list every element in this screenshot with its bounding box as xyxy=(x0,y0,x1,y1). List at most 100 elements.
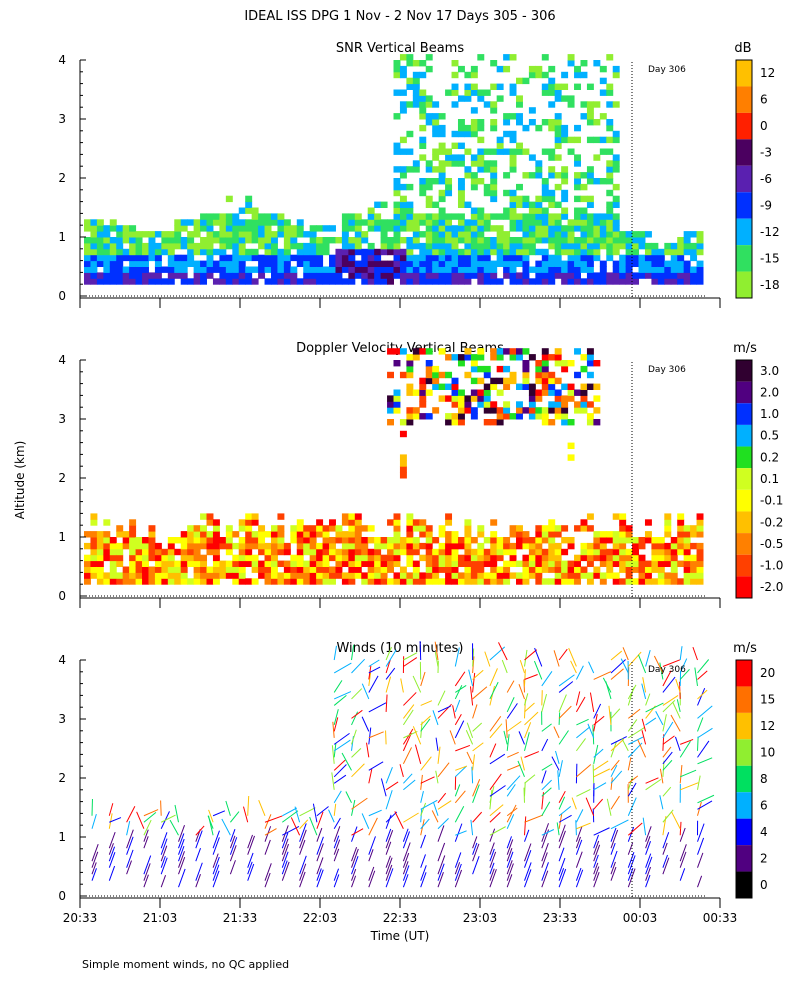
velocity-cell xyxy=(632,578,640,585)
snr-cell xyxy=(367,254,375,262)
snr-cell xyxy=(567,237,575,244)
velocity-cell xyxy=(445,572,453,579)
velocity-cell xyxy=(225,537,233,544)
velocity-cell xyxy=(393,572,401,579)
velocity-cell xyxy=(348,554,356,562)
velocity-cell xyxy=(535,365,543,373)
wind-barb xyxy=(697,670,708,680)
snr-cell xyxy=(367,242,375,250)
y-tick-label: 3 xyxy=(58,412,66,426)
velocity-cell xyxy=(212,554,220,562)
snr-cell xyxy=(690,278,698,285)
snr-cell xyxy=(116,248,124,256)
velocity-cell xyxy=(612,531,620,538)
snr-cell xyxy=(503,172,511,179)
snr-cell xyxy=(477,213,485,220)
colorbar-label: 15 xyxy=(760,693,775,707)
snr-cell xyxy=(129,237,137,244)
wind-barb xyxy=(299,823,307,842)
snr-cell xyxy=(258,272,266,279)
snr-cell xyxy=(270,266,278,273)
snr-cell xyxy=(438,213,446,220)
velocity-cell xyxy=(154,560,162,567)
velocity-cell xyxy=(135,548,143,556)
snr-cell xyxy=(696,242,704,250)
wind-barb xyxy=(679,646,683,661)
velocity-cell xyxy=(664,525,672,532)
velocity-cell xyxy=(670,537,678,544)
snr-cell xyxy=(167,231,175,238)
velocity-cell xyxy=(696,554,704,562)
snr-cell xyxy=(335,272,343,279)
wind-barb xyxy=(556,822,560,836)
velocity-cell xyxy=(406,525,414,532)
snr-cell xyxy=(593,225,601,232)
snr-cell xyxy=(406,242,414,250)
snr-cell xyxy=(470,260,478,267)
snr-cell xyxy=(599,219,607,226)
velocity-cell xyxy=(599,578,607,585)
velocity-cell xyxy=(451,419,459,426)
snr-cell xyxy=(567,272,575,279)
velocity-cell xyxy=(664,560,672,567)
snr-cell xyxy=(496,237,504,244)
velocity-cell xyxy=(393,389,401,396)
velocity-cell xyxy=(619,525,627,532)
velocity-cell xyxy=(96,537,104,544)
snr-cell xyxy=(316,254,324,262)
wind-barb xyxy=(610,738,625,752)
velocity-cell xyxy=(129,566,137,573)
wind-barb xyxy=(281,838,289,855)
velocity-cell xyxy=(457,401,465,408)
wind-barb xyxy=(570,660,577,674)
velocity-cell xyxy=(193,525,201,532)
snr-cell xyxy=(264,254,272,262)
velocity-cell xyxy=(348,548,356,556)
colorbar-label: 0.2 xyxy=(760,450,779,464)
snr-cell xyxy=(445,160,453,167)
velocity-cell xyxy=(541,360,549,367)
snr-cell xyxy=(606,231,614,238)
snr-cell xyxy=(619,272,627,279)
velocity-cell xyxy=(464,560,472,567)
velocity-cell xyxy=(651,548,659,556)
snr-cell xyxy=(109,248,117,256)
velocity-cell xyxy=(548,419,556,426)
wind-barb xyxy=(524,814,544,823)
wind-barb xyxy=(403,731,418,739)
velocity-cell xyxy=(664,578,672,585)
snr-cell xyxy=(187,231,195,238)
velocity-cell xyxy=(399,419,407,426)
velocity-cell xyxy=(322,560,330,567)
velocity-cell xyxy=(135,578,143,585)
wind-barb xyxy=(641,683,647,700)
velocity-cell xyxy=(374,542,382,550)
velocity-cell xyxy=(548,578,556,585)
velocity-cell xyxy=(393,548,401,556)
colorbar-swatch xyxy=(736,403,752,425)
velocity-cell xyxy=(425,371,433,379)
snr-cell xyxy=(348,213,356,220)
velocity-cell xyxy=(225,531,233,538)
snr-cell xyxy=(554,225,562,232)
wind-barb xyxy=(627,775,639,784)
wind-barb xyxy=(602,677,612,693)
wind-barb xyxy=(160,855,166,868)
velocity-cell xyxy=(470,566,478,573)
velocity-cell xyxy=(477,348,485,355)
snr-cell xyxy=(225,242,233,250)
snr-cell xyxy=(528,119,536,126)
snr-cell xyxy=(135,231,143,238)
velocity-cell xyxy=(477,566,485,573)
snr-cell xyxy=(586,195,594,203)
snr-cell xyxy=(696,231,704,238)
velocity-cell xyxy=(535,578,543,585)
velocity-cell xyxy=(425,531,433,538)
velocity-cell xyxy=(180,560,188,567)
velocity-cell xyxy=(322,572,330,579)
wind-barb xyxy=(126,820,131,836)
snr-cell xyxy=(599,65,607,73)
velocity-cell xyxy=(122,531,130,538)
wind-barb xyxy=(351,729,357,745)
snr-cell xyxy=(490,60,498,67)
